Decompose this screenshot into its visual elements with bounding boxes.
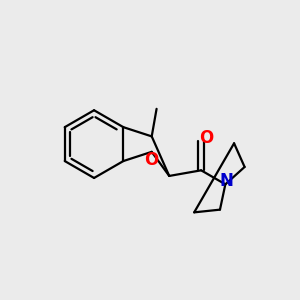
Text: O: O — [145, 151, 159, 169]
Text: O: O — [199, 129, 214, 147]
Text: N: N — [220, 172, 234, 190]
